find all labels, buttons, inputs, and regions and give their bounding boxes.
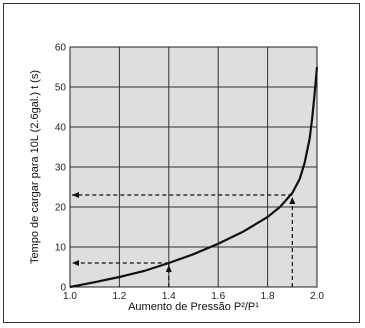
y-tick-labels: 0 10 20 30 40 50 60: [55, 43, 67, 294]
reference-lines: [72, 192, 296, 287]
arrow-head: [289, 197, 296, 204]
arrow-head: [72, 192, 79, 198]
plot-border: [69, 46, 318, 288]
x-tick-label: 1.6: [211, 291, 225, 302]
y-tick-label: 60: [55, 43, 67, 54]
y-tick-label: 50: [55, 83, 67, 94]
x-tick-label: 1.4: [162, 291, 176, 302]
y-tick-label: 20: [55, 203, 67, 214]
x-tick-label: 1.8: [261, 291, 275, 302]
y-tick-label: 0: [60, 283, 66, 294]
arrow-head: [165, 265, 172, 272]
x-tick-label: 1.2: [112, 291, 126, 302]
y-tick-label: 30: [55, 163, 67, 174]
y-tick-label: 40: [55, 123, 67, 134]
x-axis-label: Aumento de Pressão P²/P¹: [128, 301, 259, 313]
arrow-head: [72, 260, 79, 266]
series-line: [69, 66, 319, 289]
y-tick-label: 10: [55, 243, 67, 254]
y-axis-label: Tempo de cargar para 10L (2.6gal.) t (s): [29, 70, 41, 264]
x-tick-label: 1.0: [63, 291, 77, 302]
x-tick-label: 2.0: [310, 291, 324, 302]
x-tick-labels: 1.0 1.2 1.4 1.6 1.8 2.0: [63, 291, 324, 302]
